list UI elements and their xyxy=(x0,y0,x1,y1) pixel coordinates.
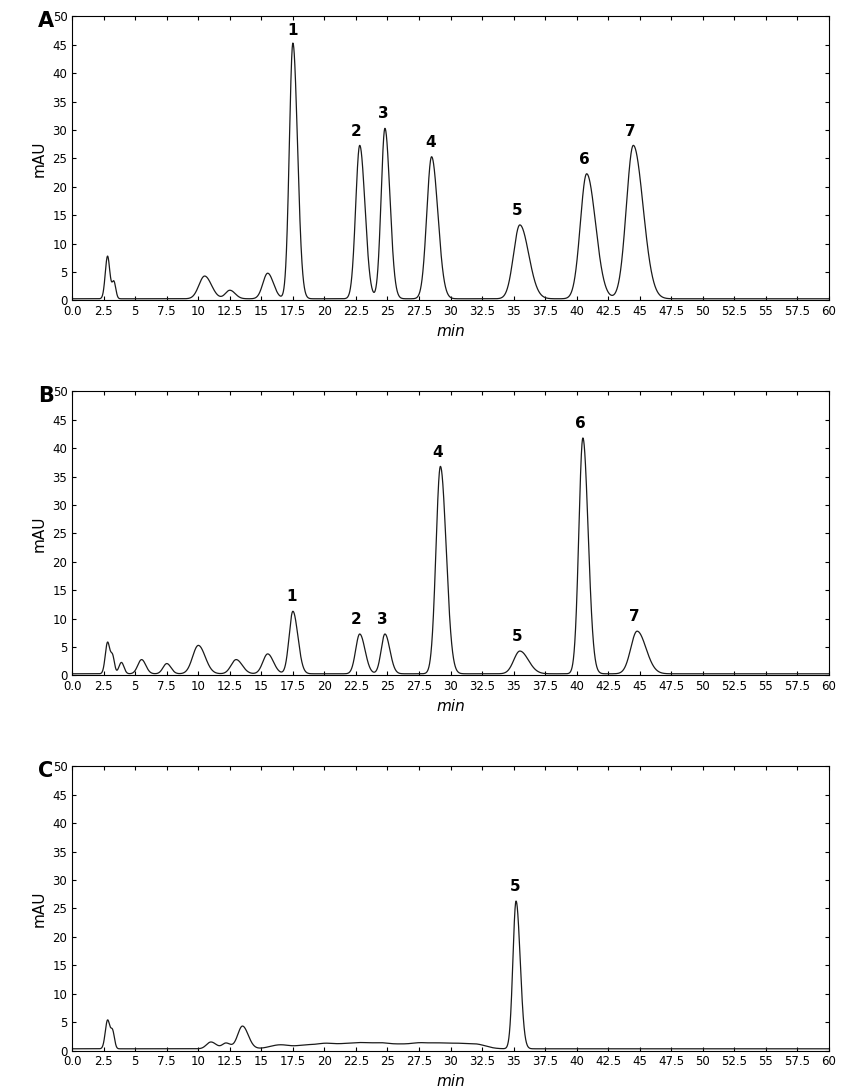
Text: B: B xyxy=(38,385,54,406)
Text: 3: 3 xyxy=(377,613,388,627)
X-axis label: min: min xyxy=(436,324,465,339)
Text: 4: 4 xyxy=(433,444,443,460)
Text: 1: 1 xyxy=(286,590,297,605)
Text: 7: 7 xyxy=(629,609,640,625)
Text: 6: 6 xyxy=(579,152,590,167)
Text: 2: 2 xyxy=(350,613,361,627)
Text: 5: 5 xyxy=(512,203,523,218)
Text: 5: 5 xyxy=(512,629,523,644)
Text: 6: 6 xyxy=(575,416,586,431)
Y-axis label: mAU: mAU xyxy=(32,515,47,551)
Text: A: A xyxy=(38,11,54,31)
Y-axis label: mAU: mAU xyxy=(32,890,47,927)
Text: 1: 1 xyxy=(287,23,298,38)
Y-axis label: mAU: mAU xyxy=(32,140,47,177)
X-axis label: min: min xyxy=(436,699,465,714)
Text: 3: 3 xyxy=(378,107,389,121)
Text: 5: 5 xyxy=(509,879,520,894)
Text: C: C xyxy=(38,761,54,781)
Text: 2: 2 xyxy=(350,123,361,139)
Text: 7: 7 xyxy=(626,123,636,139)
X-axis label: min: min xyxy=(436,1073,465,1089)
Text: 4: 4 xyxy=(425,135,436,150)
